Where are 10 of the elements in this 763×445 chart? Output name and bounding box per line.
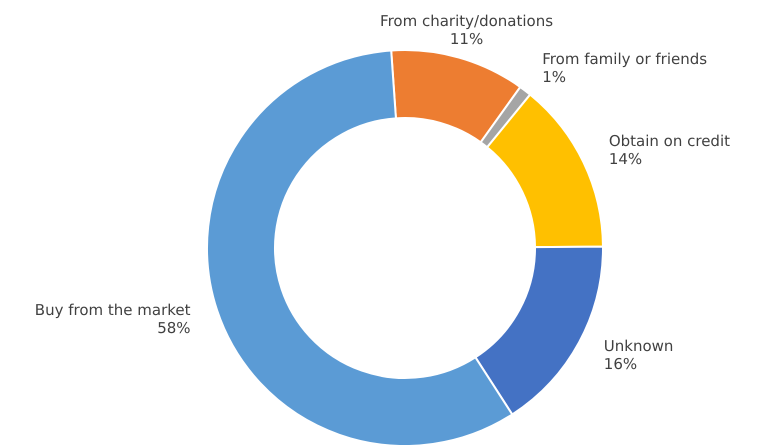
slice-label: From family or friends: [542, 50, 708, 68]
data-label: 1%: [542, 68, 566, 86]
slice-label: Obtain on credit: [608, 132, 730, 150]
data-label: 11%: [450, 30, 484, 48]
slice-label: Unknown: [604, 336, 674, 355]
slice-label: From charity/donations: [380, 12, 554, 30]
slice-label: Buy from the market: [34, 300, 191, 319]
data-label: 14%: [608, 150, 642, 168]
data-label: 16%: [604, 354, 638, 373]
data-label: 58%: [157, 318, 191, 337]
